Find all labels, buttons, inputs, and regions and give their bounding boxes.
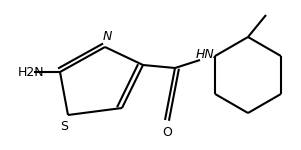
Text: N: N bbox=[102, 30, 112, 44]
Text: O: O bbox=[162, 126, 172, 138]
Text: S: S bbox=[60, 120, 68, 134]
Text: H2N: H2N bbox=[18, 66, 45, 78]
Text: HN: HN bbox=[196, 48, 215, 62]
